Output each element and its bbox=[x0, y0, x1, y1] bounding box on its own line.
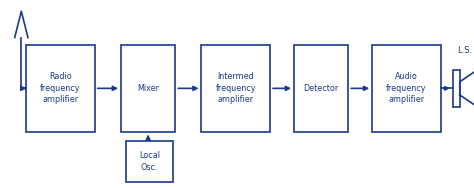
Bar bbox=[121, 45, 175, 132]
Bar bbox=[453, 70, 460, 107]
Text: Audio
frequency
amplifier: Audio frequency amplifier bbox=[386, 72, 427, 104]
Text: Detector: Detector bbox=[303, 84, 339, 93]
Text: L.S.: L.S. bbox=[457, 45, 473, 55]
Bar bbox=[26, 45, 95, 132]
Text: Mixer: Mixer bbox=[137, 84, 159, 93]
Text: Intermed
frequency
amplifier: Intermed frequency amplifier bbox=[216, 72, 256, 104]
Text: Radio
frequency
amplifier: Radio frequency amplifier bbox=[40, 72, 81, 104]
Text: Local
Osc.: Local Osc. bbox=[139, 152, 160, 172]
Bar bbox=[126, 141, 173, 182]
Bar bbox=[294, 45, 348, 132]
Bar bbox=[372, 45, 441, 132]
Bar bbox=[201, 45, 270, 132]
